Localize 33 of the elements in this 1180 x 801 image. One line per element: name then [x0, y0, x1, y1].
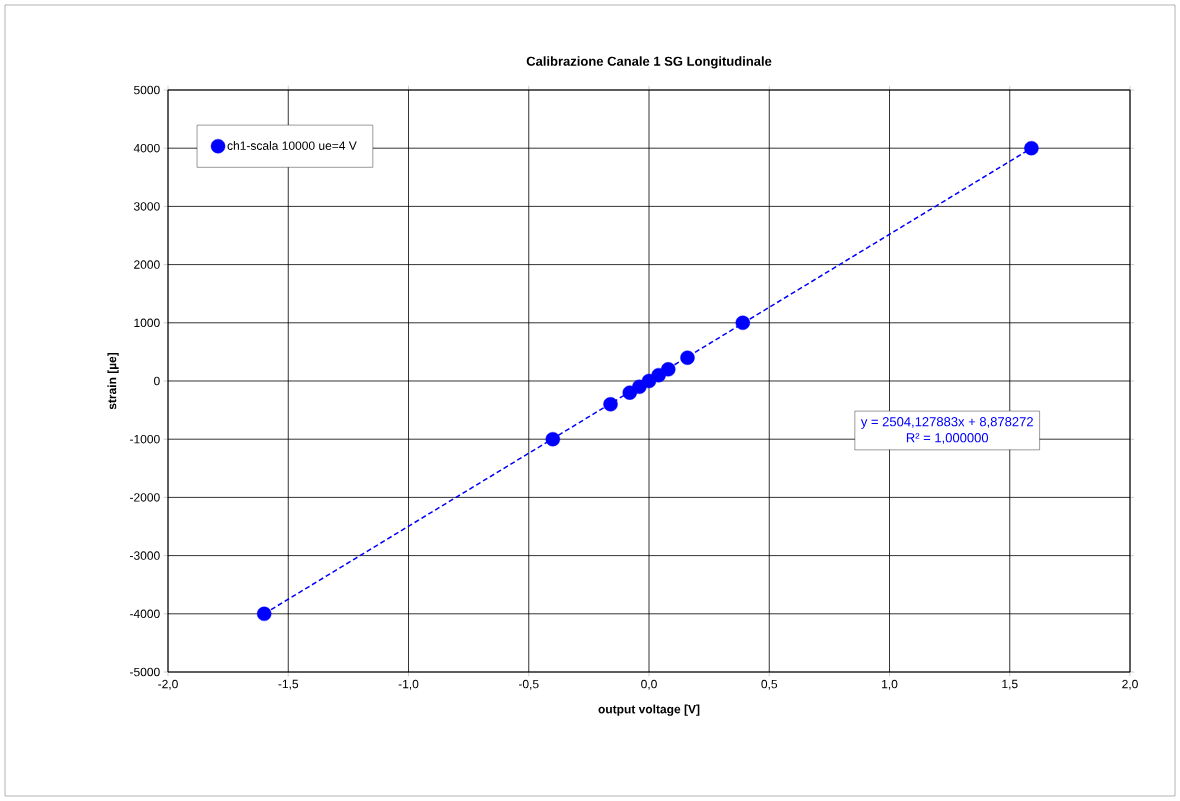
- point: [257, 606, 272, 621]
- y-tick-label: -4000: [130, 609, 160, 619]
- x-tick-label: 0,0: [641, 679, 657, 690]
- y-tick-label: -3000: [130, 551, 160, 560]
- x-axis-title: output voltage [V]: [598, 704, 700, 716]
- point: [735, 315, 750, 330]
- x-tick-label: -1,0: [398, 679, 419, 690]
- x-tick-label: -2,0: [158, 679, 178, 690]
- x-tick-label: 1,5: [1002, 679, 1018, 690]
- y-tick-label: 1000: [134, 318, 160, 328]
- y-tick-label: -5000: [130, 667, 160, 677]
- point: [661, 362, 676, 377]
- point: [545, 432, 560, 447]
- y-tick-label: 0: [154, 376, 160, 386]
- y-tick-label: -2000: [130, 493, 160, 502]
- y-axis-title: strain [µe]: [107, 352, 119, 410]
- point: [1024, 141, 1039, 156]
- point: [603, 397, 618, 412]
- legend-label: ch1-scala 10000 ue=4 V: [227, 141, 357, 150]
- x-tick-label: 2,0: [1122, 679, 1138, 690]
- y-tick-label: 5000: [133, 85, 160, 95]
- x-tick-label: -1,5: [278, 679, 299, 690]
- y-tick-label: 3000: [133, 202, 160, 211]
- y-tick-label: 4000: [133, 143, 160, 153]
- y-tick-label: -1000: [130, 434, 160, 444]
- annotation: R² = 1,000000: [906, 433, 989, 444]
- y-tick-label: 2000: [134, 260, 160, 269]
- x-tick-label: -0,5: [518, 679, 539, 690]
- annotation: y = 2504,127883x + 8,878272: [860, 417, 1033, 429]
- chart-title: Calibrazione Canale 1 SG Longitudinale: [526, 56, 772, 69]
- point: [680, 350, 695, 365]
- x-tick-label: 1,0: [882, 679, 898, 690]
- x-tick-label: 0,5: [761, 679, 778, 690]
